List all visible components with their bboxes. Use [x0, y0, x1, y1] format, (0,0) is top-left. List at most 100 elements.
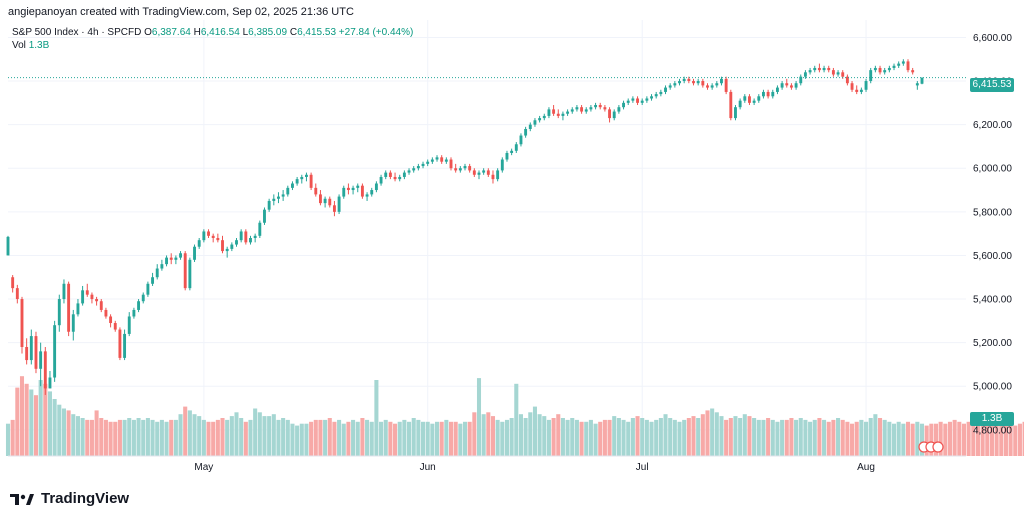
low-label: L — [242, 27, 249, 38]
price-tick-label: 4,800.00 — [973, 425, 1012, 436]
volume-bar — [5, 423, 11, 456]
candle-body — [314, 187, 318, 195]
volume-bar — [108, 421, 113, 456]
volume-bar — [724, 419, 729, 456]
volume-bar — [262, 416, 267, 456]
candle-body — [197, 240, 201, 247]
volume-bar — [150, 419, 155, 456]
volume-bar — [458, 423, 463, 456]
volume-bar — [318, 419, 323, 456]
volume-bar — [570, 418, 575, 456]
candle-body — [524, 129, 528, 136]
volume-bar — [756, 419, 761, 456]
candle-body — [141, 294, 145, 302]
candle-body — [528, 124, 532, 129]
candle-body — [552, 109, 556, 114]
candle-body — [817, 67, 821, 71]
volume-bar — [164, 421, 169, 456]
candle-body — [440, 157, 444, 162]
volume-bar — [430, 423, 435, 456]
volume-bar — [29, 389, 34, 456]
volume-bar — [808, 421, 813, 456]
candle-body — [775, 87, 779, 92]
volume-bar — [775, 421, 780, 456]
volume-bar — [197, 416, 202, 456]
candle-body — [277, 196, 280, 199]
candle-body — [160, 264, 164, 269]
volume-legend: Vol 1.3B — [12, 40, 49, 51]
volume-bar — [127, 418, 132, 456]
brand-logo[interactable]: TradingView — [10, 490, 129, 507]
volume-bar — [113, 421, 118, 456]
scroll-to-realtime-icon[interactable] — [918, 441, 944, 453]
candle-body — [29, 336, 33, 361]
volume-bar — [770, 419, 775, 456]
candle-body — [39, 351, 43, 369]
candle-body — [11, 277, 15, 289]
candle-body — [62, 283, 66, 300]
volume-bar — [626, 421, 631, 456]
volume-bar — [738, 418, 743, 456]
volume-bar — [621, 419, 626, 456]
candle-body — [622, 102, 625, 108]
volume-bar — [989, 421, 994, 456]
volume-bar — [901, 423, 906, 456]
volume-bar — [43, 383, 48, 456]
volume-bar — [187, 410, 192, 456]
volume-bar — [812, 419, 817, 456]
candle-body — [20, 299, 24, 347]
close-label: C — [289, 27, 298, 38]
candle-body — [659, 91, 663, 95]
grid-layer — [8, 20, 966, 456]
candle-body — [748, 96, 751, 103]
candle-body — [202, 231, 206, 241]
volume-bar — [528, 412, 533, 456]
volume-bar — [630, 418, 635, 456]
candle-body — [132, 309, 136, 317]
volume-bar — [733, 416, 738, 456]
candle-body — [295, 179, 299, 184]
time-axis: MayJunJulAugSep — [194, 462, 875, 473]
volume-bar — [71, 414, 76, 456]
volume-bar — [85, 419, 90, 456]
candle-body — [174, 257, 178, 260]
candle-body — [673, 83, 677, 86]
candle-body — [318, 194, 322, 204]
volume-bar — [486, 412, 491, 456]
volume-bar — [290, 423, 295, 456]
volume-value: 1.3B — [28, 40, 50, 51]
candle-body — [118, 329, 122, 358]
candle-body — [636, 98, 639, 103]
volume-bar — [607, 419, 612, 456]
volume-bar — [360, 418, 365, 456]
volume-bar — [504, 419, 510, 456]
candle-body — [836, 72, 840, 75]
candle-body — [510, 150, 514, 153]
candle-body — [356, 185, 360, 188]
volume-bar — [654, 419, 659, 456]
last-price-tag: 6,415.53 — [970, 78, 1014, 92]
close-value: 6,415.53 — [297, 27, 337, 38]
candle-body — [388, 172, 392, 177]
candle-body — [542, 115, 546, 119]
candle-body — [225, 248, 229, 252]
volume-bar — [33, 395, 39, 456]
candle-body — [104, 309, 108, 317]
candle-body — [412, 168, 416, 171]
high-label: H — [193, 27, 201, 38]
time-tick-label: Jul — [636, 462, 649, 473]
candle-body — [207, 231, 210, 236]
candle-body — [402, 172, 406, 177]
volume-bar — [66, 410, 71, 456]
candle-layer — [6, 59, 924, 395]
volume-bar — [957, 421, 962, 456]
volume-bar — [850, 423, 855, 456]
volume-bar — [1003, 421, 1008, 456]
candle-body — [626, 100, 630, 103]
volume-bar — [598, 421, 603, 456]
volume-bar — [411, 418, 416, 456]
volume-bar — [789, 418, 794, 456]
candle-body — [253, 235, 257, 238]
candle-body — [803, 72, 807, 77]
candle-body — [99, 301, 103, 310]
